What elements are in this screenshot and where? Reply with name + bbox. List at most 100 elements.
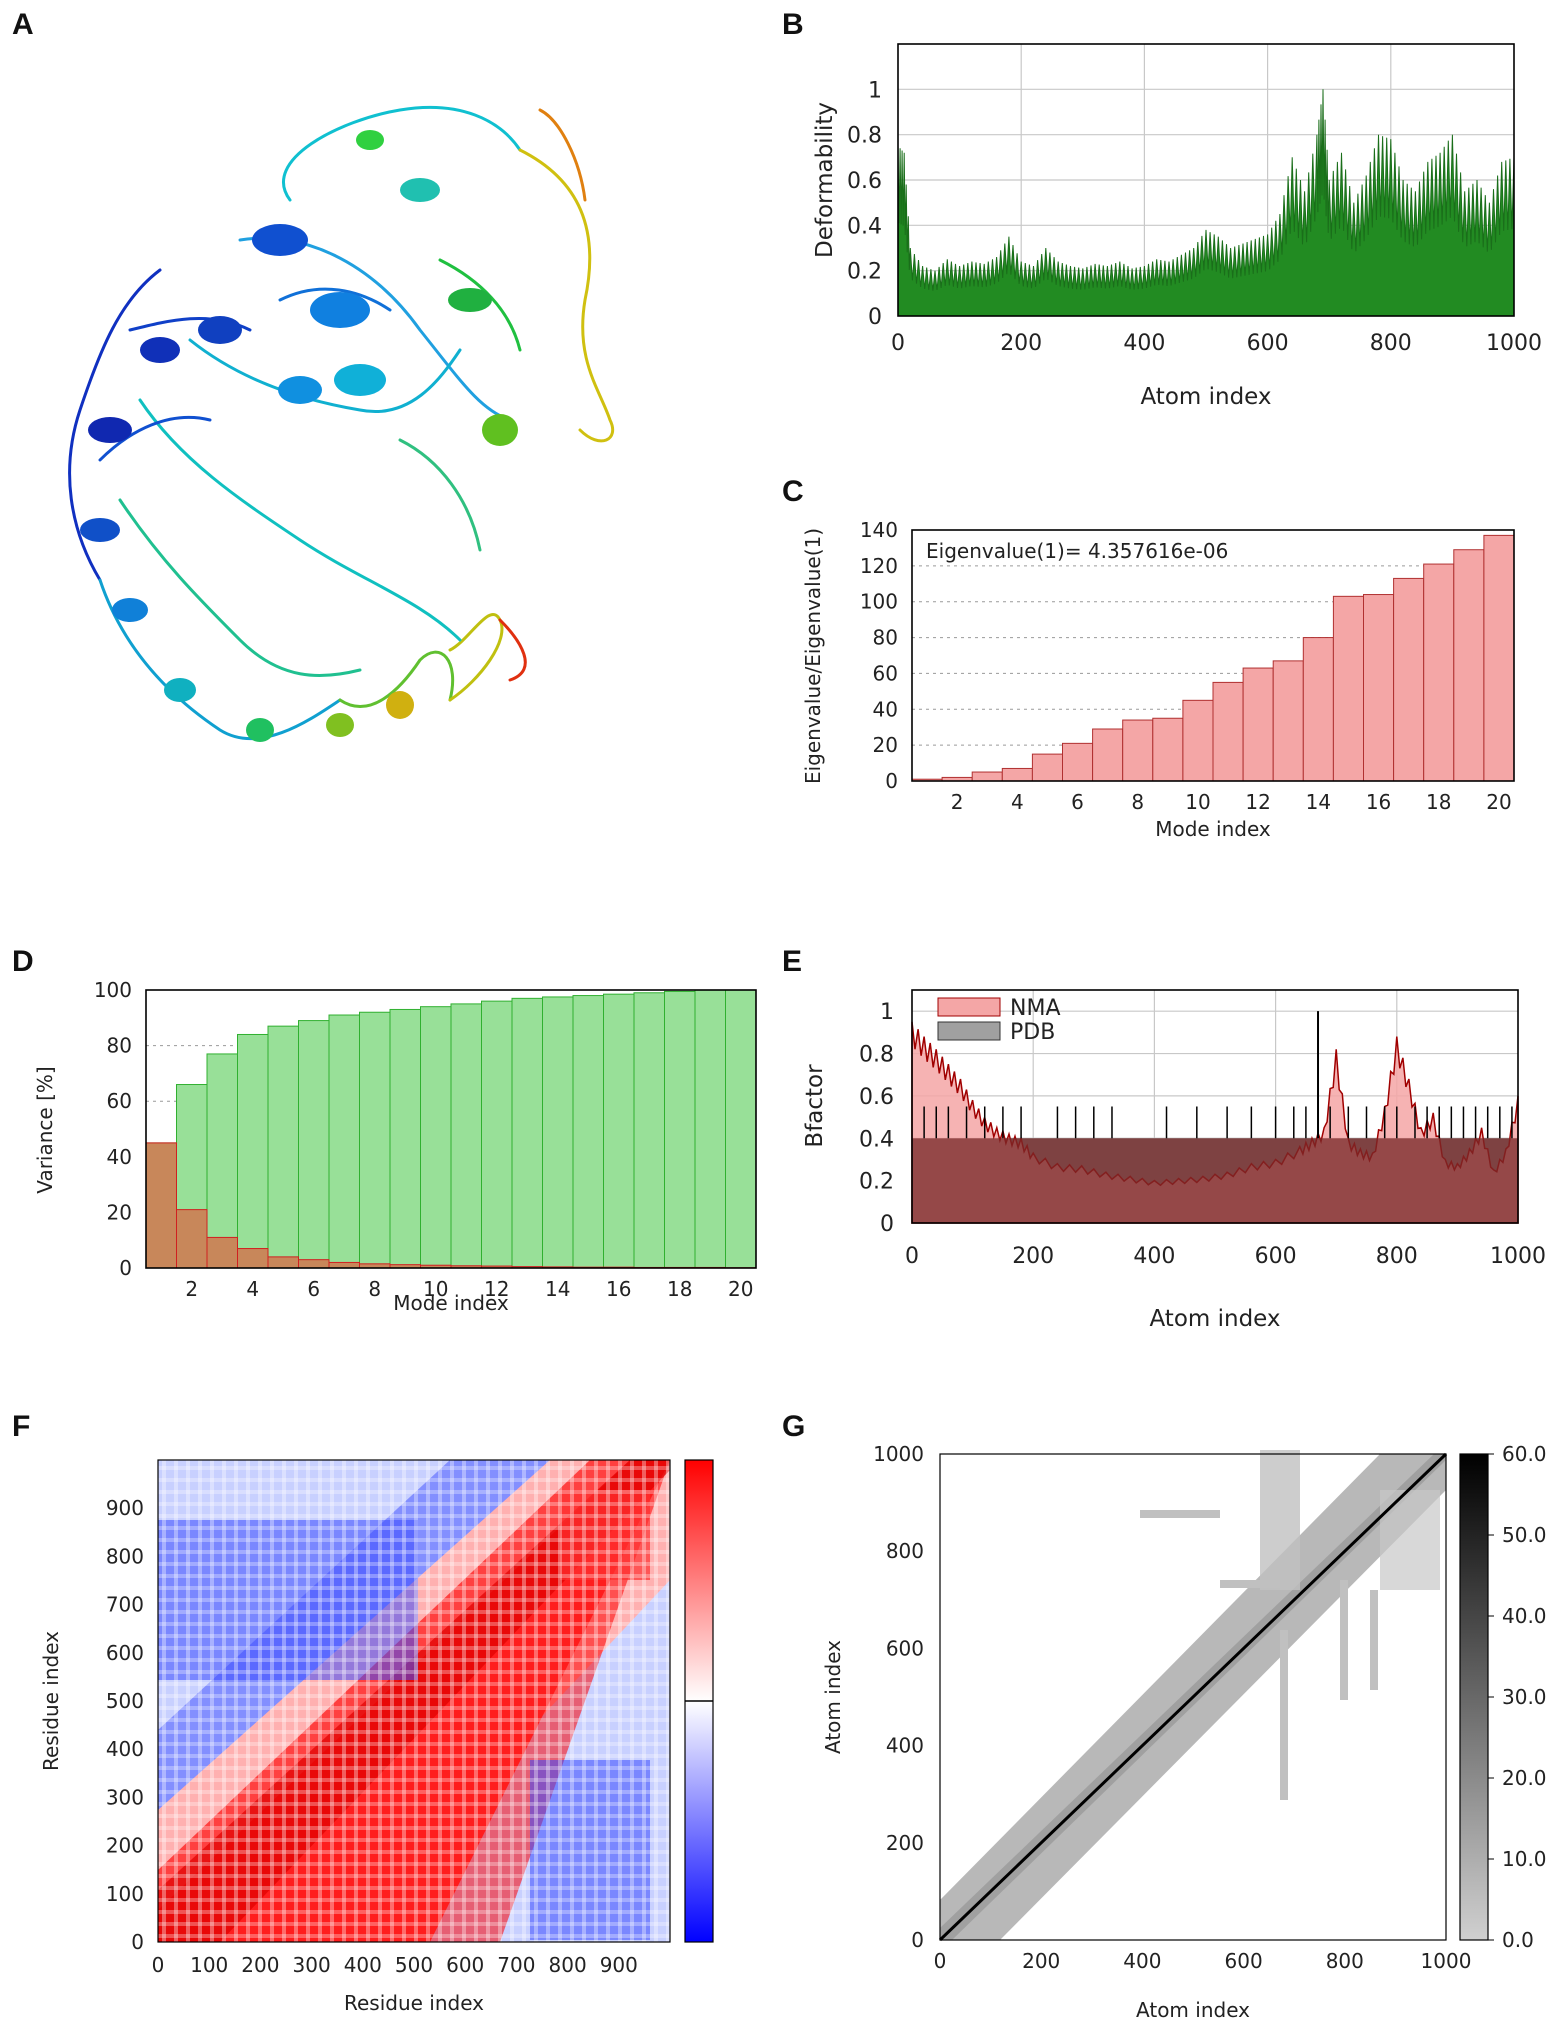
g-xtick: 0	[934, 1949, 947, 1973]
d-bar-cumulative	[633, 992, 665, 1269]
d-bar-cumulative	[542, 996, 574, 1269]
g-cbar-tick: 10.0	[1502, 1847, 1547, 1871]
legend-e: NMA PDB	[937, 996, 1061, 1045]
d-bar-cumulative	[267, 1025, 299, 1269]
b-xtick: 0	[891, 331, 905, 356]
f-xtick: 400	[344, 1953, 382, 1977]
e-xtick: 0	[905, 1244, 919, 1269]
c-bar	[1332, 595, 1365, 782]
d-bar-cumulative	[450, 1003, 482, 1269]
d-bar-cumulative	[298, 1020, 330, 1269]
d-bar-cumulative	[359, 1011, 391, 1269]
c-bar	[1483, 534, 1515, 782]
f-ytick: 100	[106, 1882, 144, 1906]
d-xtick: 18	[667, 1277, 692, 1301]
d-bar-individual	[176, 1209, 208, 1269]
f-ytick: 0	[131, 1930, 144, 1954]
d-bar-individual	[206, 1236, 238, 1269]
panel-label-a: A	[12, 8, 34, 41]
b-ytick: 1	[868, 78, 882, 103]
c-bar	[1453, 549, 1485, 782]
g-ytick: 600	[886, 1636, 924, 1660]
d-bar-cumulative	[206, 1053, 238, 1269]
g-xtick: 1000	[1421, 1949, 1472, 1973]
d-bar-cumulative	[511, 997, 543, 1269]
c-bar	[1302, 637, 1334, 782]
c-bar	[1122, 719, 1154, 782]
b-xtick: 400	[1123, 331, 1165, 356]
g-xtick: 200	[1022, 1949, 1060, 1973]
e-ytick: 0.8	[859, 1043, 894, 1068]
e-xtick: 1000	[1490, 1244, 1546, 1269]
d-xtick: 12	[484, 1277, 509, 1301]
c-ytick: 60	[873, 661, 898, 685]
b-xtick: 600	[1247, 331, 1289, 356]
g-cbar-tick: 30.0	[1502, 1685, 1547, 1709]
d-ytick: 0	[119, 1256, 132, 1280]
f-ytick: 900	[106, 1496, 144, 1520]
f-ylabel: Residue index	[39, 1631, 63, 1771]
d-xtick: 6	[307, 1277, 320, 1301]
c-xtick: 12	[1245, 790, 1270, 814]
protein-structure-image	[68, 105, 615, 742]
c-bar	[1092, 728, 1124, 782]
c-ylabel: Eigenvalue/Eigenvalue(1)	[801, 528, 825, 784]
f-ytick: 700	[106, 1593, 144, 1617]
b-ytick: 0.6	[847, 169, 882, 194]
f-xlabel: Residue index	[344, 1991, 484, 2015]
g-ytick: 400	[886, 1734, 924, 1758]
c-xtick: 10	[1185, 790, 1210, 814]
d-xtick: 14	[545, 1277, 570, 1301]
c-bar	[1152, 717, 1184, 782]
c-bar	[1242, 667, 1274, 782]
f-xtick: 600	[446, 1953, 484, 1977]
f-xtick: 500	[395, 1953, 433, 1977]
g-xtick: 800	[1326, 1949, 1364, 1973]
c-xtick: 6	[1071, 790, 1084, 814]
d-xtick: 8	[368, 1277, 381, 1301]
g-ytick: 200	[886, 1831, 924, 1855]
d-xlabel: Mode index	[393, 1291, 509, 1315]
b-ytick: 0	[868, 305, 882, 330]
e-xtick: 400	[1133, 1244, 1175, 1269]
g-cbar-tick: 20.0	[1502, 1766, 1547, 1790]
legend-pdb-swatch	[937, 1021, 1001, 1041]
e-ylabel: Bfactor	[802, 1064, 828, 1148]
d-ytick: 40	[107, 1145, 132, 1169]
f-ytick: 800	[106, 1544, 144, 1568]
d-bar-cumulative	[603, 993, 635, 1269]
legend-nma-swatch	[937, 997, 1001, 1017]
e-ytick: 0.6	[859, 1085, 894, 1110]
b-xtick: 1000	[1486, 331, 1542, 356]
g-ytick: 0	[911, 1928, 924, 1952]
c-bar	[1182, 699, 1214, 782]
d-bar-cumulative	[725, 989, 757, 1269]
d-xtick: 2	[185, 1277, 198, 1301]
d-ytick: 100	[94, 978, 132, 1002]
d-ytick: 20	[107, 1200, 132, 1224]
g-cbar-tick: 40.0	[1502, 1604, 1547, 1628]
g-xtick: 600	[1225, 1949, 1263, 1973]
f-xtick: 900	[600, 1953, 638, 1977]
e-ytick: 0.4	[859, 1127, 894, 1152]
d-xtick: 16	[606, 1277, 631, 1301]
b-ytick: 0.4	[847, 214, 882, 239]
f-xtick: 700	[497, 1953, 535, 1977]
panel-label-d: D	[12, 945, 34, 978]
c-bar	[1272, 660, 1304, 782]
panel-label-g: G	[782, 1410, 806, 1443]
f-ytick: 600	[106, 1641, 144, 1665]
d-bar-cumulative	[664, 990, 696, 1269]
f-ytick: 200	[106, 1834, 144, 1858]
panel-label-b: B	[782, 8, 804, 41]
g-cbar-tick: 60.0	[1502, 1442, 1547, 1466]
c-bar	[1363, 594, 1395, 782]
f-xtick: 100	[190, 1953, 228, 1977]
chart-c-eigenvalue: 0 20 40 60 80 100 120 140 2 4 6 8 10 12 14 16 18 20 Eigen…	[801, 518, 1515, 841]
e-ytick: 1	[880, 1000, 894, 1025]
b-xlabel: Atom index	[1140, 384, 1271, 410]
b-ylabel: Deformability	[812, 102, 838, 258]
d-bar-individual	[267, 1256, 299, 1269]
d-bar-cumulative	[389, 1008, 421, 1269]
